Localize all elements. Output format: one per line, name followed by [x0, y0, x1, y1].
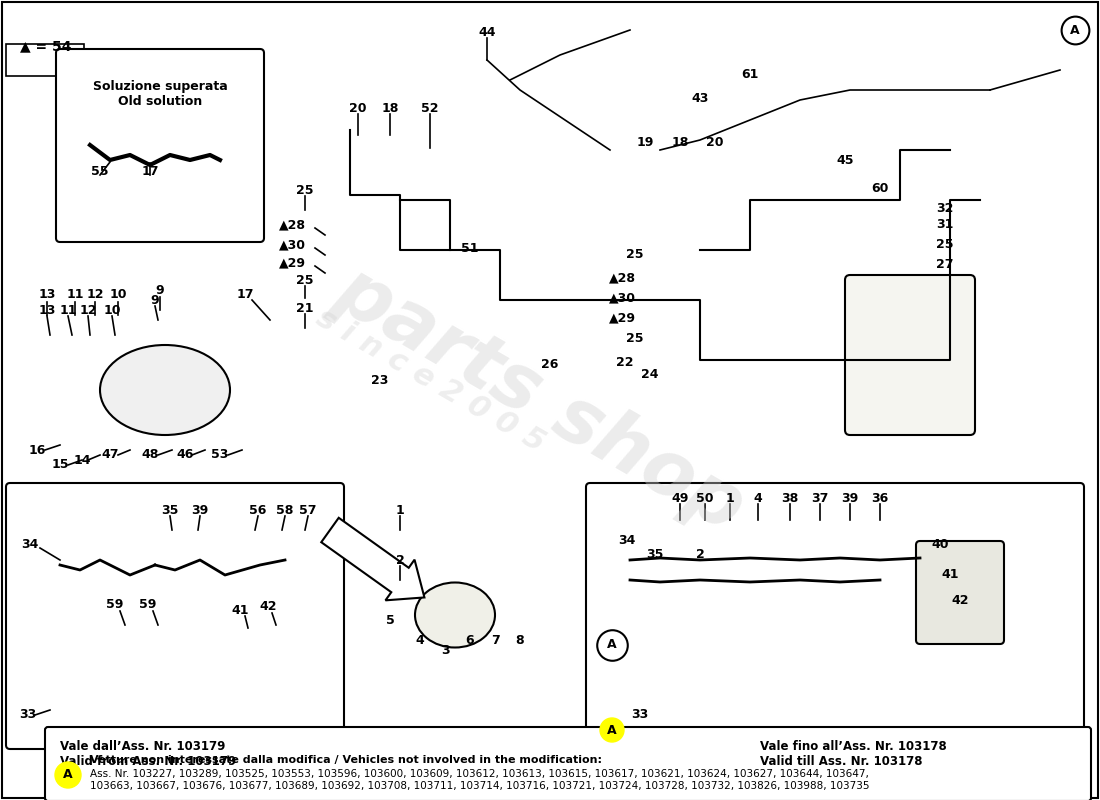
Text: 44: 44 — [478, 26, 496, 38]
Text: s i n c e 2 0 0 5: s i n c e 2 0 0 5 — [310, 302, 550, 458]
Text: 48: 48 — [141, 449, 158, 462]
Text: 13: 13 — [39, 303, 56, 317]
Text: 5: 5 — [386, 614, 395, 626]
Text: 43: 43 — [691, 93, 708, 106]
Text: 11: 11 — [59, 303, 77, 317]
Text: 17: 17 — [141, 165, 158, 178]
FancyBboxPatch shape — [6, 44, 84, 76]
Text: A: A — [63, 769, 73, 782]
Text: 61: 61 — [741, 69, 759, 82]
Text: 2: 2 — [695, 549, 704, 562]
Text: 37: 37 — [812, 491, 828, 505]
Text: 50: 50 — [696, 491, 714, 505]
Text: 2: 2 — [396, 554, 405, 566]
Text: 38: 38 — [781, 491, 799, 505]
Text: 58: 58 — [276, 503, 294, 517]
Text: 40: 40 — [932, 538, 948, 551]
Text: 34: 34 — [618, 534, 636, 546]
Text: 59: 59 — [107, 598, 123, 611]
Text: 25: 25 — [936, 238, 954, 251]
FancyBboxPatch shape — [56, 49, 264, 242]
Text: 39: 39 — [191, 503, 209, 517]
Text: A: A — [607, 723, 617, 737]
Text: ▲29: ▲29 — [278, 257, 306, 270]
Text: 18: 18 — [382, 102, 398, 114]
Text: 47: 47 — [101, 449, 119, 462]
Text: 16: 16 — [29, 443, 46, 457]
Text: 3: 3 — [441, 643, 449, 657]
Text: 41: 41 — [231, 603, 249, 617]
Text: 24: 24 — [641, 369, 659, 382]
FancyBboxPatch shape — [916, 541, 1004, 644]
Text: 11: 11 — [66, 289, 84, 302]
Text: 23: 23 — [372, 374, 388, 386]
FancyBboxPatch shape — [845, 275, 975, 435]
Text: 55: 55 — [91, 165, 109, 178]
Text: 56: 56 — [250, 503, 266, 517]
Text: Soluzione superata
Old solution: Soluzione superata Old solution — [92, 80, 228, 108]
Text: 26: 26 — [541, 358, 559, 371]
Text: ▲28: ▲28 — [608, 271, 636, 285]
Text: 41: 41 — [942, 569, 959, 582]
Text: ▲ = 54: ▲ = 54 — [20, 39, 72, 53]
Text: 1: 1 — [396, 503, 405, 517]
Ellipse shape — [100, 345, 230, 435]
Text: 20: 20 — [350, 102, 366, 114]
Text: 14: 14 — [74, 454, 90, 466]
Text: 1: 1 — [726, 491, 735, 505]
Text: 21: 21 — [296, 302, 314, 314]
Text: 9: 9 — [151, 294, 160, 306]
Circle shape — [55, 762, 81, 788]
Text: 42: 42 — [260, 601, 277, 614]
Text: 42: 42 — [952, 594, 969, 606]
Text: Ass. Nr. 103227, 103289, 103525, 103553, 103596, 103600, 103609, 103612, 103613,: Ass. Nr. 103227, 103289, 103525, 103553,… — [90, 769, 869, 790]
FancyBboxPatch shape — [45, 727, 1091, 800]
Text: 20: 20 — [706, 137, 724, 150]
Text: 60: 60 — [871, 182, 889, 194]
Text: 25: 25 — [296, 274, 314, 286]
Text: 35: 35 — [162, 503, 178, 517]
Text: 18: 18 — [671, 137, 689, 150]
Text: 15: 15 — [52, 458, 68, 471]
FancyBboxPatch shape — [6, 483, 344, 749]
FancyBboxPatch shape — [586, 483, 1084, 749]
Text: Vale fino all’Ass. Nr. 103178
Valid till Ass. Nr. 103178: Vale fino all’Ass. Nr. 103178 Valid till… — [760, 740, 947, 768]
Text: 33: 33 — [631, 709, 649, 722]
Text: 51: 51 — [461, 242, 478, 254]
Text: A: A — [1070, 23, 1080, 37]
Text: 13: 13 — [39, 289, 56, 302]
Text: ▲30: ▲30 — [278, 238, 306, 251]
Text: 33: 33 — [20, 709, 36, 722]
Text: 27: 27 — [936, 258, 954, 271]
Text: 19: 19 — [636, 137, 653, 150]
Text: 57: 57 — [299, 503, 317, 517]
Text: 12: 12 — [79, 303, 97, 317]
Text: 4: 4 — [416, 634, 425, 646]
Text: 39: 39 — [842, 491, 859, 505]
Text: A: A — [607, 638, 617, 651]
Text: ▲29: ▲29 — [608, 311, 636, 325]
FancyArrow shape — [321, 518, 425, 600]
Text: ▲28: ▲28 — [278, 218, 306, 231]
Text: 22: 22 — [616, 357, 634, 370]
Text: 36: 36 — [871, 491, 889, 505]
Text: 6: 6 — [465, 634, 474, 646]
Text: 31: 31 — [936, 218, 954, 231]
Text: 46: 46 — [176, 449, 194, 462]
Text: 52: 52 — [421, 102, 439, 114]
Text: 10: 10 — [103, 303, 121, 317]
Text: 25: 25 — [296, 183, 314, 197]
Text: 34: 34 — [21, 538, 38, 551]
Text: ▲30: ▲30 — [608, 291, 636, 305]
Circle shape — [600, 718, 624, 742]
Text: 59: 59 — [140, 598, 156, 611]
Text: 8: 8 — [516, 634, 525, 646]
Text: 25: 25 — [626, 249, 644, 262]
Text: 53: 53 — [211, 449, 229, 462]
Text: 35: 35 — [647, 549, 663, 562]
Text: 10: 10 — [109, 289, 126, 302]
Ellipse shape — [415, 582, 495, 647]
Text: 7: 7 — [491, 634, 499, 646]
Text: 17: 17 — [236, 289, 254, 302]
